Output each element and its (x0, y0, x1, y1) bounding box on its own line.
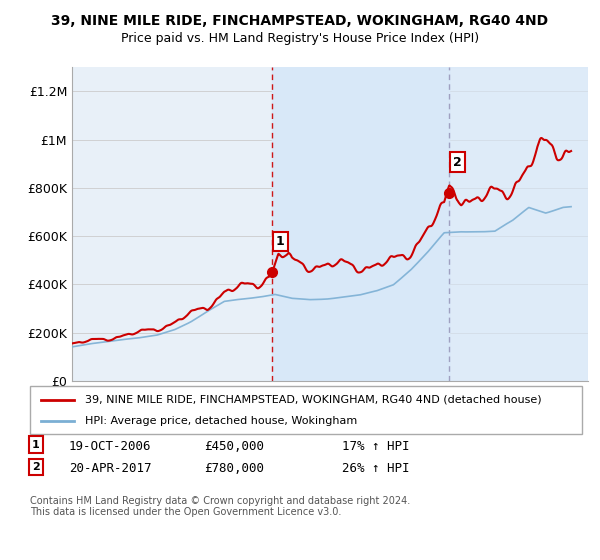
Text: 39, NINE MILE RIDE, FINCHAMPSTEAD, WOKINGHAM, RG40 4ND (detached house): 39, NINE MILE RIDE, FINCHAMPSTEAD, WOKIN… (85, 395, 542, 405)
Text: £450,000: £450,000 (204, 440, 264, 452)
Text: 2: 2 (454, 156, 462, 169)
Text: 2: 2 (32, 462, 40, 472)
Bar (272, 67, 449, 381)
Text: HPI: Average price, detached house, Wokingham: HPI: Average price, detached house, Woki… (85, 416, 358, 426)
Text: 20-APR-2017: 20-APR-2017 (69, 462, 151, 475)
Text: Price paid vs. HM Land Registry's House Price Index (HPI): Price paid vs. HM Land Registry's House … (121, 32, 479, 45)
FancyBboxPatch shape (30, 386, 582, 434)
Text: 39, NINE MILE RIDE, FINCHAMPSTEAD, WOKINGHAM, RG40 4ND: 39, NINE MILE RIDE, FINCHAMPSTEAD, WOKIN… (52, 14, 548, 28)
Text: 26% ↑ HPI: 26% ↑ HPI (342, 462, 409, 475)
Text: 1: 1 (32, 440, 40, 450)
Text: 19-OCT-2006: 19-OCT-2006 (69, 440, 151, 452)
Bar (449, 67, 588, 381)
Text: £780,000: £780,000 (204, 462, 264, 475)
Text: 17% ↑ HPI: 17% ↑ HPI (342, 440, 409, 452)
Text: Contains HM Land Registry data © Crown copyright and database right 2024.
This d: Contains HM Land Registry data © Crown c… (30, 496, 410, 517)
Text: 1: 1 (276, 235, 284, 248)
